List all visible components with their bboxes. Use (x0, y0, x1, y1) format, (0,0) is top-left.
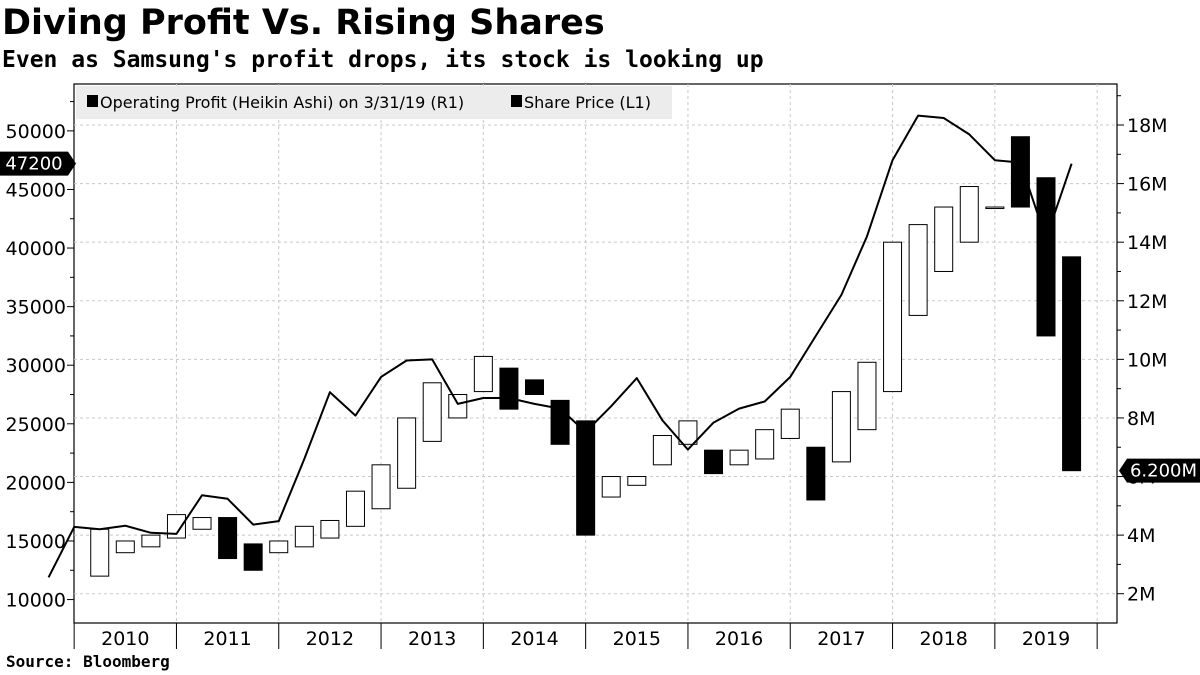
operating-profit-candles (90, 136, 1082, 577)
left-axis: 10000 15000 20000 25000 30000 35000 40000 45000… (6, 101, 74, 612)
legend-label-operating-profit: Operating Profit (Heikin Ashi) on 3/31/1… (100, 93, 464, 112)
operating-profit-candle (1062, 256, 1082, 472)
operating-profit-candle (704, 449, 724, 475)
operating-profit-candle (90, 528, 110, 577)
operating-profit-candle (652, 435, 672, 466)
x-axis-year-label: 2012 (306, 628, 354, 650)
right-axis-tick-label: 16M (1127, 174, 1168, 196)
operating-profit-candle (908, 224, 928, 316)
right-axis-tick-label: 4M (1127, 525, 1155, 547)
right-axis-tick-label: 8M (1127, 408, 1155, 430)
share-price-line (47, 114, 1073, 578)
x-axis-year-label: 2017 (817, 628, 865, 650)
operating-profit-candle (192, 517, 212, 530)
legend-background (76, 86, 672, 119)
x-axis-year-label: 2010 (101, 628, 149, 650)
operating-profit-candle (755, 429, 775, 460)
operating-profit-candle (397, 417, 417, 489)
x-axis-year-label: 2015 (613, 628, 661, 650)
operating-profit-candle (320, 519, 340, 539)
operating-profit-candle (883, 241, 903, 393)
operating-profit-candle (141, 534, 161, 548)
x-axis-year-label: 2016 (715, 628, 763, 650)
operating-profit-candle (678, 420, 698, 445)
operating-profit-candle (525, 379, 544, 396)
legend-swatch-share-price (511, 95, 522, 107)
operating-profit-candle (806, 446, 826, 501)
legend-label-share-price: Share Price (L1) (524, 93, 651, 112)
operating-profit-candle (294, 525, 314, 548)
right-axis: 2M4M6M8M10M12M14M16M18M (1117, 95, 1168, 606)
left-axis-tick-label: 50000 (6, 121, 66, 143)
operating-profit-candle (499, 367, 519, 410)
left-axis-tick-label: 15000 (6, 531, 66, 553)
operating-profit-candle (218, 517, 238, 560)
right-axis-tick-label: 18M (1127, 115, 1168, 137)
right-axis-tick-label: 10M (1127, 349, 1168, 371)
chart-title: Diving Profit Vs. Rising Shares (2, 3, 605, 43)
operating-profit-candle (1036, 177, 1056, 337)
plot-frame (73, 83, 1118, 624)
operating-profit-candle (115, 540, 135, 554)
operating-profit-candle (345, 490, 365, 527)
left-axis-tick-label: 20000 (6, 472, 66, 494)
left-last-value-flag: 47200 (0, 151, 76, 176)
left-axis-tick-label: 30000 (6, 355, 66, 377)
x-axis-year-label: 2019 (1022, 628, 1070, 650)
left-last-value-flag-shape (0, 151, 76, 176)
left-axis-tick-label: 40000 (6, 238, 66, 260)
operating-profit-candle (780, 408, 800, 439)
operating-profit-candle (857, 361, 877, 431)
operating-profit-candle (601, 476, 621, 498)
right-last-value-label: 6.200M (1130, 461, 1197, 482)
source-note: Source: Bloomberg (6, 652, 170, 671)
operating-profit-candle (729, 449, 749, 466)
operating-profit-candle (422, 382, 442, 442)
left-axis-tick-label: 45000 (6, 179, 66, 201)
right-axis-tick-label: 12M (1127, 291, 1168, 313)
right-last-value-flag: 6.200M (1119, 458, 1200, 483)
legend-swatch-operating-profit (87, 95, 98, 107)
operating-profit-candle (576, 420, 596, 536)
chart-subtitle: Even as Samsung's profit drops, its stoc… (2, 47, 764, 73)
legend: Operating Profit (Heikin Ashi) on 3/31/1… (76, 86, 672, 119)
operating-profit-candle (627, 476, 647, 486)
x-axis-year-label: 2013 (408, 628, 456, 650)
operating-profit-candle (243, 543, 263, 571)
operating-profit-candle (166, 514, 186, 539)
operating-profit-candle (371, 464, 391, 510)
left-axis-tick-label: 25000 (6, 414, 66, 436)
operating-profit-candle (985, 206, 1005, 210)
operating-profit-candle (269, 540, 289, 554)
left-axis-tick-label: 35000 (6, 297, 66, 319)
operating-profit-candle (448, 394, 468, 419)
operating-profit-candle (1010, 136, 1030, 208)
x-axis: 2010 2011 2012 2013 2014 2015 2016 2017 2018 2019 (73, 623, 1098, 650)
x-axis-year-label: 2011 (203, 628, 251, 650)
operating-profit-candle (959, 186, 979, 243)
operating-profit-candle (473, 355, 493, 393)
operating-profit-candle (831, 391, 851, 463)
left-axis-tick-label: 10000 (6, 590, 66, 612)
right-axis-tick-label: 14M (1127, 232, 1168, 254)
x-axis-year-label: 2018 (920, 628, 968, 650)
right-last-value-flag-shape (1119, 458, 1200, 483)
right-axis-tick-label: 2M (1127, 584, 1155, 606)
left-last-value-label: 47200 (5, 154, 62, 175)
x-axis-year-label: 2014 (510, 628, 558, 650)
operating-profit-candle (934, 206, 954, 272)
